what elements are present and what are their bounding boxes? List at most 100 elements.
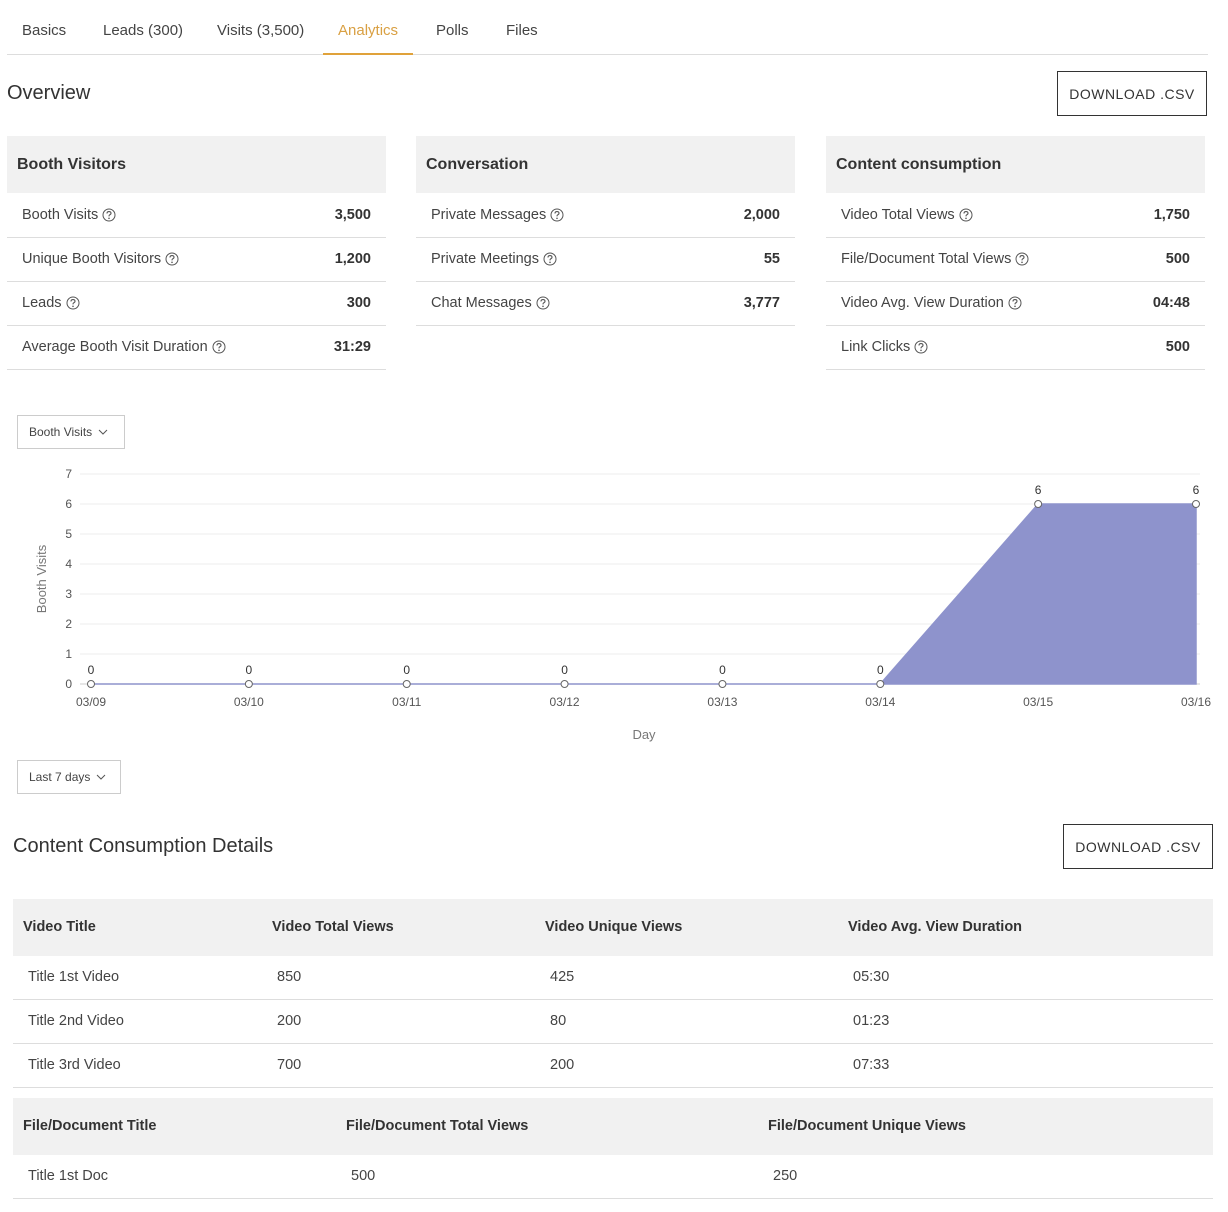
stat-value: 31:29: [333, 339, 371, 355]
data-point: [87, 680, 95, 688]
tab-divider: [7, 54, 1208, 55]
table-row: Title 1st Video 850 425 05:30: [13, 956, 1213, 1000]
data-point: [402, 680, 411, 688]
tab[interactable]: Files: [506, 22, 538, 39]
table-row: Title 3rd Video 700 200 07:33: [13, 1044, 1213, 1088]
section-title: Content Consumption Details: [13, 835, 274, 857]
column-header: Video Avg. View Duration: [848, 919, 1023, 935]
stat-label: Unique Booth Visitors: [22, 251, 162, 267]
data-point: [1192, 500, 1200, 508]
help-icon[interactable]: [1008, 296, 1022, 310]
table-cell: Title 2nd Video: [28, 1013, 124, 1029]
metric-select-label: Booth Visits: [29, 425, 93, 439]
table-cell: 500: [351, 1168, 376, 1184]
column-header: Video Total Views: [272, 919, 394, 935]
y-tick-label: 6: [65, 497, 72, 511]
download-button[interactable]: DOWNLOAD .CSV: [1057, 71, 1207, 116]
stat-value: 3,500: [334, 207, 371, 223]
stat-label: Chat Messages: [431, 295, 532, 311]
stat-row: Average Booth Visit Duration 31:29: [7, 326, 386, 370]
stat-row: Video Avg. View Duration 04:48: [826, 282, 1205, 326]
help-icon[interactable]: [536, 296, 550, 310]
range-select-label: Last 7 days: [29, 770, 91, 784]
help-icon[interactable]: [550, 208, 564, 222]
help-icon[interactable]: [959, 208, 973, 222]
help-icon[interactable]: [165, 252, 179, 266]
stat-row: Leads 300: [7, 282, 386, 326]
stat-row: Unique Booth Visitors 1,200: [7, 238, 386, 282]
stat-label-wrap: Private Meetings: [431, 251, 557, 267]
table-cell: 200: [550, 1057, 575, 1073]
stat-label-wrap: Unique Booth Visitors: [22, 251, 179, 267]
column-header: File/Document Total Views: [346, 1118, 529, 1134]
table-cell: 700: [277, 1057, 302, 1073]
tab[interactable]: Basics: [22, 22, 67, 39]
table-cell: Title 1st Doc: [28, 1168, 109, 1184]
y-tick-label: 4: [65, 557, 72, 571]
help-icon[interactable]: [102, 208, 116, 222]
y-axis-label: Booth Visits: [34, 544, 49, 613]
data-point: [560, 680, 569, 688]
data-label: 0: [246, 663, 253, 677]
data-point: [876, 680, 885, 688]
x-tick-label: 03/16: [1181, 695, 1211, 709]
metric-select[interactable]: Booth Visits: [17, 415, 125, 449]
stat-label: Video Total Views: [841, 207, 955, 223]
y-tick-label: 5: [65, 527, 72, 541]
stat-label-wrap: Video Total Views: [841, 207, 973, 223]
stat-label-wrap: Booth Visits: [22, 207, 116, 223]
stat-label-wrap: File/Document Total Views: [841, 251, 1029, 267]
stat-value: 500: [1165, 251, 1190, 267]
x-tick-label: 03/14: [865, 695, 895, 709]
table-header: Video Title Video Total Views Video Unique…: [13, 899, 1213, 956]
stat-value: 3,777: [743, 295, 780, 311]
data-point: [718, 680, 727, 688]
help-icon[interactable]: [914, 340, 928, 354]
column-header: File/Document Title: [23, 1118, 157, 1134]
table-header: File/Document Title File/Document Total V…: [13, 1098, 1213, 1155]
y-tick-label: 3: [65, 587, 72, 601]
stat-label-wrap: Chat Messages: [431, 295, 550, 311]
card-header: Booth Visitors: [7, 136, 386, 193]
tab[interactable]: Analytics: [338, 22, 399, 39]
tab[interactable]: Polls: [436, 22, 469, 39]
download-button[interactable]: DOWNLOAD .CSV: [1063, 824, 1213, 869]
x-tick-label: 03/12: [550, 695, 580, 709]
stat-row: Chat Messages 3,777: [416, 282, 795, 326]
stat-value: 04:48: [1152, 295, 1190, 311]
tab[interactable]: Leads (300): [103, 22, 184, 39]
area: [91, 503, 1197, 685]
range-select[interactable]: Last 7 days: [17, 760, 121, 794]
x-tick-label: 03/11: [392, 695, 421, 709]
data-label: 0: [877, 663, 884, 677]
table-cell: 05:30: [853, 969, 890, 985]
stat-label-wrap: Private Messages: [431, 207, 564, 223]
data-point: [1034, 500, 1043, 508]
tab[interactable]: Visits (3,500): [217, 22, 305, 39]
column-header: Video Unique Views: [545, 919, 683, 935]
stat-label: Booth Visits: [22, 207, 99, 223]
x-tick-label: 03/13: [707, 695, 737, 709]
x-tick-label: 03/10: [234, 695, 264, 709]
stat-label: Link Clicks: [841, 339, 911, 355]
stat-label: Private Meetings: [431, 251, 539, 267]
section-title: Overview: [7, 82, 91, 104]
stat-label: Leads: [22, 295, 62, 311]
card-header: Conversation: [416, 136, 795, 193]
help-icon[interactable]: [543, 252, 557, 266]
chevron: [98, 429, 108, 435]
table-cell: 425: [550, 969, 575, 985]
data-label: 6: [1193, 483, 1200, 497]
stat-label: Average Booth Visit Duration: [22, 339, 208, 355]
stat-row: File/Document Total Views 500: [826, 238, 1205, 282]
stat-row: Link Clicks 500: [826, 326, 1205, 370]
stat-value: 1,750: [1153, 207, 1190, 223]
help-icon[interactable]: [1015, 252, 1029, 266]
help-icon[interactable]: [212, 340, 226, 354]
stat-value: 2,000: [743, 207, 780, 223]
x-tick-label: 03/15: [1023, 695, 1053, 709]
y-tick-label: 2: [65, 617, 72, 631]
help-icon[interactable]: [66, 296, 80, 310]
stat-label-wrap: Average Booth Visit Duration: [22, 339, 226, 355]
